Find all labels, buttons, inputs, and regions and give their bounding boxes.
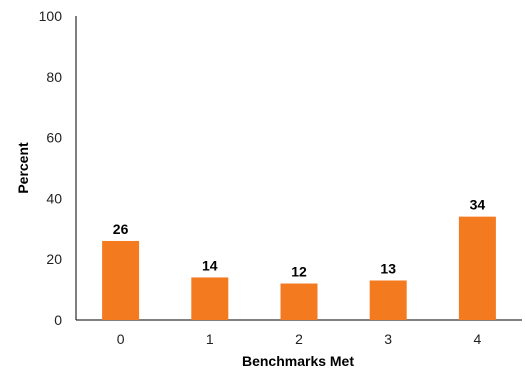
y-tick-label: 80 [46, 69, 62, 85]
y-axis-title: Percent [15, 142, 31, 194]
data-label-2: 12 [291, 264, 307, 280]
bar-1 [191, 277, 229, 320]
data-label-3: 13 [380, 260, 396, 276]
y-tick-label: 100 [39, 8, 63, 24]
y-tick-label: 40 [46, 190, 62, 206]
x-axis-title: Benchmarks Met [242, 353, 354, 369]
bar-2 [280, 283, 318, 320]
y-tick-label: 20 [46, 251, 62, 267]
x-tick-label: 2 [295, 331, 303, 347]
bars-group: 26 14 12 13 34 [102, 197, 496, 320]
bar-4 [458, 216, 496, 320]
data-label-1: 14 [202, 257, 218, 273]
bar-0 [102, 240, 140, 320]
y-axis-ticks: 0 20 40 60 80 100 [39, 8, 63, 328]
x-tick-label: 4 [474, 331, 482, 347]
y-tick-label: 0 [54, 312, 62, 328]
data-label-0: 26 [113, 221, 129, 237]
data-label-4: 34 [470, 197, 486, 213]
bar-3 [369, 280, 407, 320]
x-axis-ticks: 0 1 2 3 4 [117, 331, 482, 347]
x-tick-label: 3 [384, 331, 392, 347]
x-tick-label: 1 [206, 331, 214, 347]
y-tick-label: 60 [46, 130, 62, 146]
x-tick-label: 0 [117, 331, 125, 347]
